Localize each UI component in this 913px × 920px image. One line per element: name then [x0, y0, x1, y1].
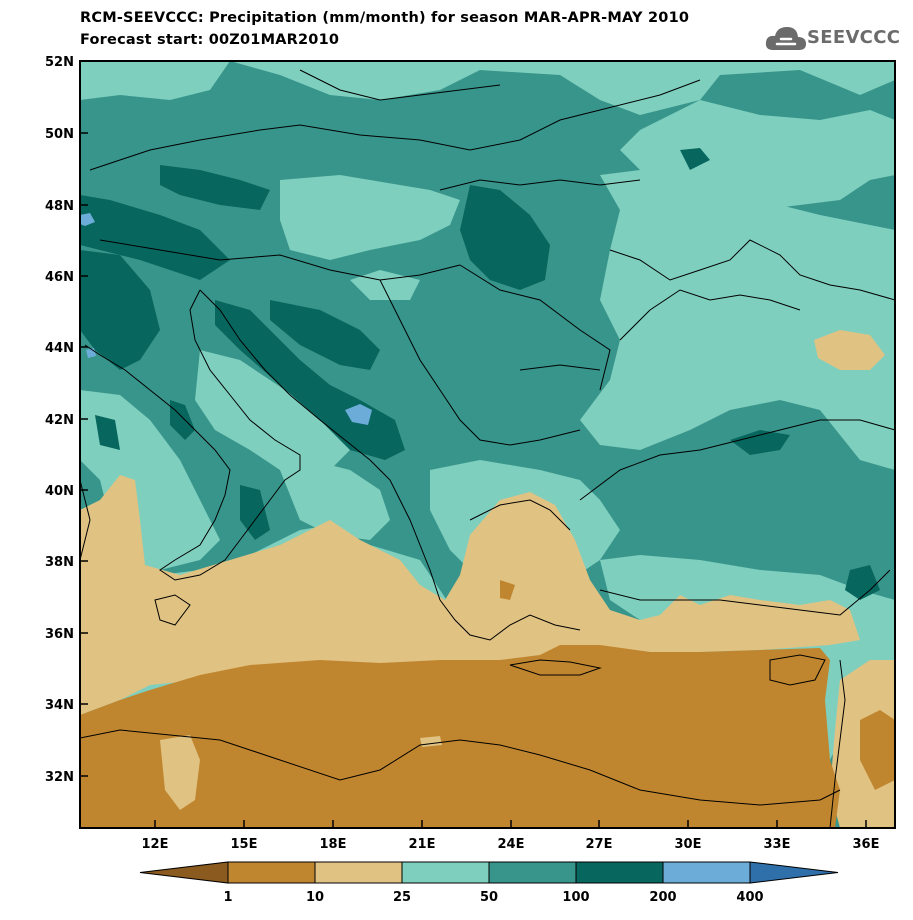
map-title: RCM-SEEVCCC: Precipitation (mm/month) fo… [80, 10, 690, 26]
lon-label: 30E [675, 837, 702, 852]
lon-label: 27E [586, 837, 613, 852]
colorbar-label: 1 [223, 890, 232, 905]
latitude-labels: 52N 50N 48N 46N 44N 42N 40N 38N 36N 34N … [45, 55, 74, 785]
colorbar-label: 100 [562, 890, 589, 905]
lat-label: 38N [45, 555, 74, 570]
colorbar-segment [401, 861, 490, 884]
lat-label: 40N [45, 484, 74, 499]
colorbar-segment [575, 861, 664, 884]
lat-label: 50N [45, 127, 74, 142]
lat-label: 42N [45, 413, 74, 428]
seevccc-logo: SEEVCCC [765, 22, 905, 58]
lon-label: 18E [320, 837, 347, 852]
colorbar: 1 10 25 50 100 200 400 [139, 861, 839, 905]
colorbar-segment [662, 861, 751, 884]
lon-label: 33E [764, 837, 791, 852]
colorbar-label: 10 [306, 890, 324, 905]
colorbar-label: 400 [736, 890, 763, 905]
lat-label: 48N [45, 199, 74, 214]
logo-text: SEEVCCC [807, 27, 901, 48]
cloud-icon [765, 27, 806, 50]
axis-ticks [80, 60, 867, 828]
lon-label: 12E [142, 837, 169, 852]
colorbar-segment [139, 861, 229, 884]
lat-label: 44N [45, 341, 74, 356]
plot-frame [79, 60, 896, 829]
lat-label: 52N [45, 55, 74, 70]
colorbar-label: 50 [480, 890, 498, 905]
lon-label: 15E [231, 837, 258, 852]
lon-label: 21E [409, 837, 436, 852]
forecast-start-label: Forecast start: 00Z01MAR2010 [80, 32, 340, 48]
colorbar-segment [227, 861, 316, 884]
colorbar-segment [314, 861, 403, 884]
colorbar-segment [749, 861, 839, 884]
coastlines-and-borders [80, 69, 895, 828]
lon-label: 36E [853, 837, 880, 852]
longitude-labels: 12E 15E 18E 21E 24E 27E 30E 33E 36E [142, 837, 880, 852]
colorbar-label: 25 [393, 890, 411, 905]
lat-label: 36N [45, 627, 74, 642]
lat-label: 32N [45, 770, 74, 785]
colorbar-segment [488, 861, 577, 884]
lat-label: 34N [45, 698, 74, 713]
colorbar-label: 200 [649, 890, 676, 905]
lon-label: 24E [498, 837, 525, 852]
lat-label: 46N [45, 270, 74, 285]
precipitation-field [80, 61, 895, 828]
